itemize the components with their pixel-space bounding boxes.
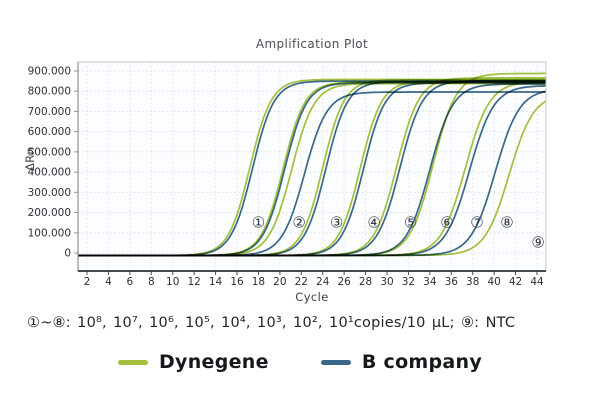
curve-number-label: ④ <box>367 214 380 232</box>
curve-number-label: ⑦ <box>470 214 483 232</box>
bcompany-line-swatch <box>320 359 351 365</box>
curve-number-label: ① <box>252 214 265 232</box>
x-tick-label: 38 <box>466 276 479 288</box>
curve-number-label: ③ <box>330 214 343 232</box>
curve-number-label: ⑤ <box>404 214 417 232</box>
y-tick-label: 400.000 <box>28 167 71 179</box>
legend-item-bcompany: B company <box>320 351 483 373</box>
x-tick-label: 28 <box>359 276 372 288</box>
x-tick-label: 12 <box>187 276 200 288</box>
x-tick-label: 42 <box>509 276 522 288</box>
x-tick-label: 36 <box>445 276 459 288</box>
x-tick-label: 2 <box>84 276 91 288</box>
x-tick-label: 6 <box>127 276 134 288</box>
x-tick-label: 4 <box>105 276 112 288</box>
x-tick-label: 22 <box>295 276 308 288</box>
curve-number-label: ⑨ <box>531 233 544 251</box>
legend-item-dynegene: Dynegene <box>117 351 269 373</box>
chart-title: Amplification Plot <box>255 37 369 51</box>
x-tick-label: 26 <box>337 276 351 288</box>
dilution-caption: ①~⑧: 10⁸, 10⁷, 10⁶, 10⁵, 10⁴, 10³, 10², … <box>27 315 516 331</box>
legend-label-bcompany: B company <box>361 351 483 373</box>
curve-number-label: ⑧ <box>500 214 513 232</box>
curve-b-8 <box>78 90 546 257</box>
y-tick-label: 800.000 <box>28 86 71 98</box>
x-tick-label: 30 <box>380 276 393 288</box>
y-tick-label: 300.000 <box>28 187 71 199</box>
y-tick-label: 700.000 <box>28 106 71 118</box>
legend: Dynegene B company <box>0 346 600 378</box>
x-tick-label: 18 <box>252 276 265 288</box>
amplification-curves <box>78 72 546 257</box>
y-tick-label: 200.000 <box>28 207 71 219</box>
x-tick-label: 34 <box>423 276 437 288</box>
tick-labels: 2 4 6 8 10 12 14 16 18 20 22 24 26 28 30 32 34 36 38 40 42 44… <box>28 66 544 289</box>
x-tick-label: 32 <box>402 276 415 288</box>
curve-number-label: ② <box>292 214 305 232</box>
curve-number-labels: ① ② ③ ④ ⑤ ⑥ ⑦ ⑧⑨ <box>252 214 545 252</box>
x-axis-title: Cycle <box>295 290 329 304</box>
x-tick-label: 8 <box>148 276 155 288</box>
y-tick-label: 500.000 <box>28 146 71 158</box>
x-tick-label: 40 <box>487 276 500 288</box>
x-tick-label: 10 <box>166 276 179 288</box>
y-tick-label: 0 <box>64 248 71 260</box>
y-tick-label: 900.000 <box>28 66 71 78</box>
y-tick-label: 600.000 <box>28 126 71 138</box>
curve-number-label: ⑥ <box>440 214 453 232</box>
dynegene-line-swatch <box>117 359 148 365</box>
x-tick-label: 20 <box>273 276 286 288</box>
x-tick-label: 14 <box>209 276 223 288</box>
x-tick-label: 44 <box>530 276 544 288</box>
legend-label-dynegene: Dynegene <box>158 351 269 373</box>
y-tick-label: 100.000 <box>28 227 71 239</box>
x-tick-label: 16 <box>230 276 244 288</box>
x-tick-label: 24 <box>316 276 330 288</box>
